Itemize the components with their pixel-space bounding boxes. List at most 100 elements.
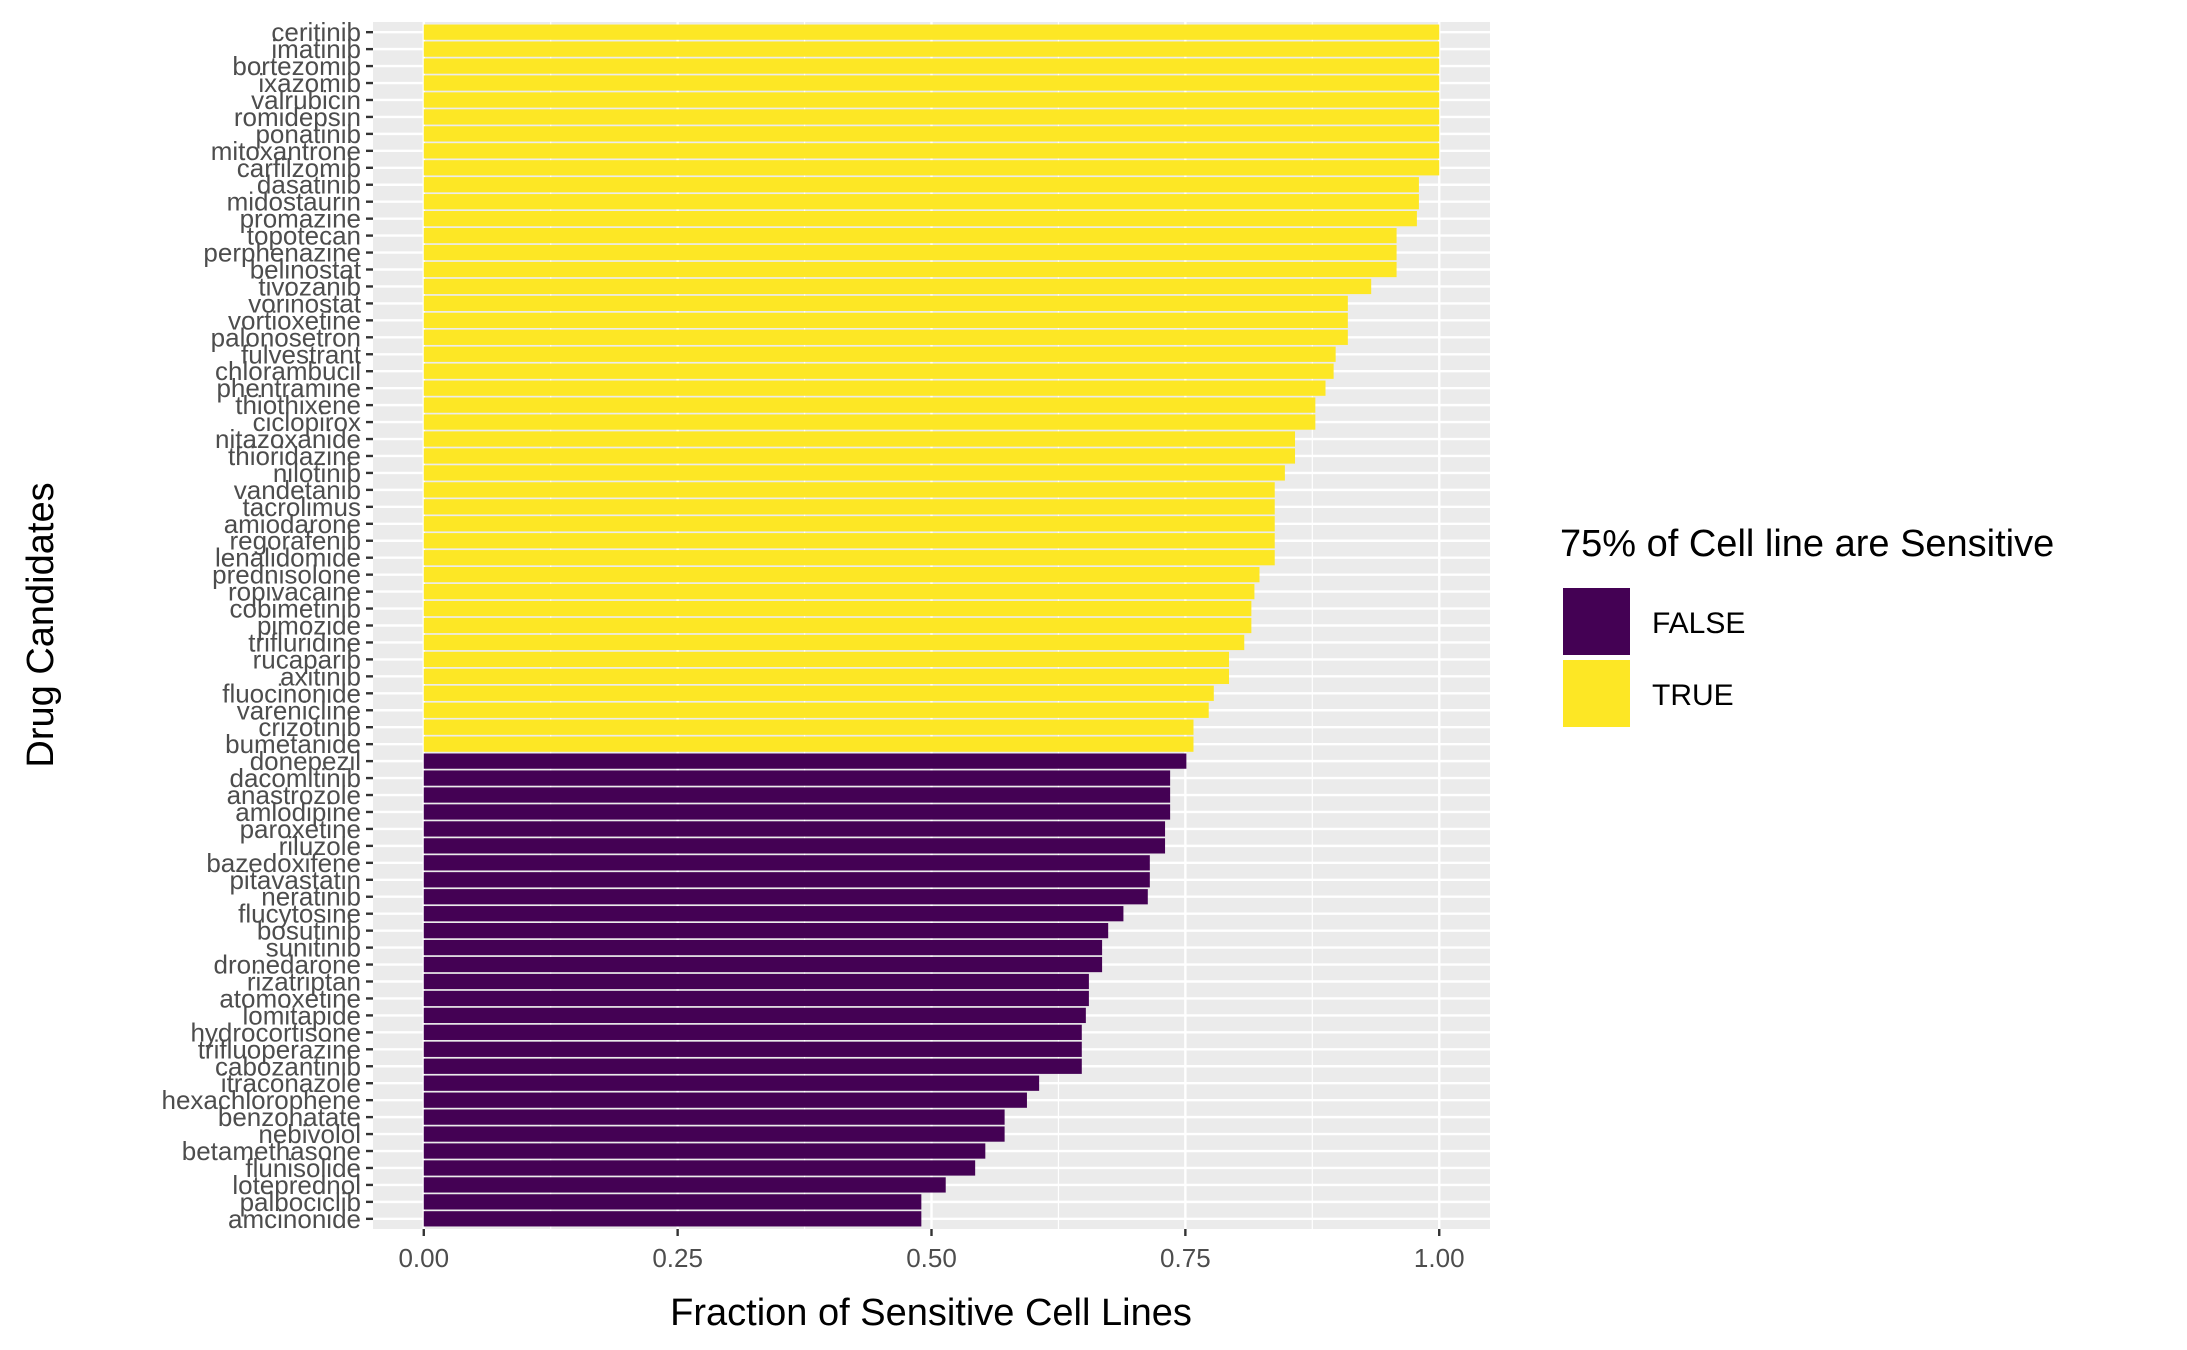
x-tick-label: 0.25	[652, 1243, 703, 1273]
y-tick-label: imatinib	[271, 34, 361, 64]
y-tick-label: rizatriptan	[247, 966, 361, 996]
y-tick-label: perphenazine	[203, 238, 361, 268]
y-tick-label: crizotinib	[258, 712, 361, 742]
legend-key-false	[1561, 586, 1632, 657]
bar	[423, 838, 1166, 854]
y-tick-label: palbociclib	[240, 1187, 361, 1217]
y-tick-label: cobimetinib	[229, 594, 361, 624]
bar	[423, 499, 1275, 515]
bar	[423, 719, 1194, 735]
bar	[423, 329, 1348, 345]
y-tick-label: belinostat	[250, 255, 362, 285]
bar	[423, 363, 1334, 379]
y-tick-label: topotecan	[247, 221, 361, 251]
bar	[423, 346, 1336, 362]
y-tick-label: sunitinib	[266, 933, 361, 963]
y-tick-label: loteprednol	[232, 1170, 361, 1200]
y-tick-label: itraconazole	[221, 1068, 361, 1098]
bar	[423, 1024, 1082, 1040]
x-tick-label: 1.00	[1414, 1243, 1465, 1273]
bar	[423, 651, 1230, 668]
y-tick-label: chlorambucil	[215, 356, 361, 386]
bar	[423, 923, 1109, 939]
y-tick-label: axitinib	[280, 661, 361, 691]
y-axis-title: Drug Candidates	[20, 482, 62, 767]
y-tick-label: dacomitinib	[229, 763, 361, 793]
x-tick-label: 0.00	[398, 1243, 449, 1273]
legend-label-false: FALSE	[1652, 607, 1745, 640]
bar	[423, 278, 1372, 295]
y-tick-label: bazedoxifene	[206, 848, 361, 878]
bar	[423, 702, 1209, 718]
bar	[423, 787, 1171, 803]
y-tick-label: rucaparib	[253, 644, 361, 674]
bar	[423, 550, 1275, 566]
y-tick-label: flunisolide	[245, 1153, 361, 1183]
y-tick-label: mitoxantrone	[211, 136, 361, 166]
bar	[423, 465, 1285, 481]
bar	[423, 227, 1397, 244]
bar	[423, 872, 1150, 888]
y-tick-label: thiothixene	[235, 390, 361, 420]
y-tick-label: dasatinib	[257, 170, 361, 200]
bar	[423, 380, 1326, 396]
bar	[423, 906, 1124, 922]
y-tick-label: tacrolimus	[243, 492, 361, 522]
y-tick-label: donepezil	[250, 746, 361, 776]
x-tick-label: 0.75	[1160, 1243, 1211, 1273]
bar	[423, 1143, 986, 1159]
y-axis: ceritinibimatinibbortezomibixazomibvalru…	[162, 17, 373, 1234]
y-tick-label: lomitapide	[242, 1000, 361, 1030]
bar	[423, 533, 1275, 549]
bar	[423, 1092, 1027, 1108]
y-tick-label: vandetanib	[234, 475, 361, 505]
bar	[423, 92, 1440, 108]
legend-title: 75% of Cell line are Sensitive	[1560, 523, 2054, 565]
y-tick-label: bortezomib	[232, 51, 361, 81]
y-tick-label: amlodipine	[235, 797, 361, 827]
bar	[423, 634, 1245, 651]
y-tick-label: midostaurin	[227, 187, 361, 217]
y-tick-label: romidepsin	[234, 102, 361, 132]
bar	[423, 1109, 1005, 1125]
bar	[423, 753, 1187, 769]
bar	[423, 177, 1419, 193]
bar	[423, 600, 1252, 617]
y-tick-label: paroxetine	[240, 814, 361, 844]
bar	[423, 990, 1089, 1007]
y-tick-label: vortioxetine	[228, 305, 361, 335]
bar	[423, 126, 1440, 142]
bars	[423, 24, 1440, 1227]
bar	[423, 295, 1348, 312]
bar	[423, 109, 1440, 125]
bar	[423, 1126, 1005, 1142]
y-tick-label: ponatinib	[255, 119, 361, 149]
bar	[423, 804, 1171, 820]
y-tick-label: prednisolone	[212, 560, 361, 590]
y-tick-label: promazine	[240, 204, 361, 234]
x-axis: 0.00 0.25 0.50 0.75 1.00	[398, 1229, 1465, 1273]
y-tick-label: nebivolol	[258, 1119, 361, 1149]
y-tick-label: amiodarone	[224, 509, 361, 539]
y-tick-label: anastrozole	[227, 780, 361, 810]
y-tick-label: cabozantinib	[215, 1051, 361, 1081]
bar	[423, 312, 1348, 328]
y-tick-label: regorafenib	[229, 526, 361, 556]
y-tick-label: fulvestrant	[241, 339, 362, 369]
y-tick-label: ixazomib	[258, 68, 361, 98]
y-tick-label: bumetanide	[225, 729, 361, 759]
x-axis-title: Fraction of Sensitive Cell Lines	[670, 1292, 1192, 1334]
y-tick-label: valrubicin	[251, 85, 361, 115]
bar	[423, 58, 1440, 74]
y-tick-label: atomoxetine	[219, 983, 361, 1013]
bar	[423, 855, 1150, 871]
legend-label-true: TRUE	[1652, 679, 1734, 712]
y-tick-label: ceritinib	[271, 17, 361, 47]
bar	[423, 1075, 1040, 1091]
y-tick-label: vorinostat	[248, 288, 361, 318]
y-tick-label: amcinonide	[228, 1204, 361, 1234]
bar	[423, 1211, 922, 1227]
bar	[423, 41, 1440, 57]
y-tick-label: lenalidomide	[215, 543, 361, 573]
